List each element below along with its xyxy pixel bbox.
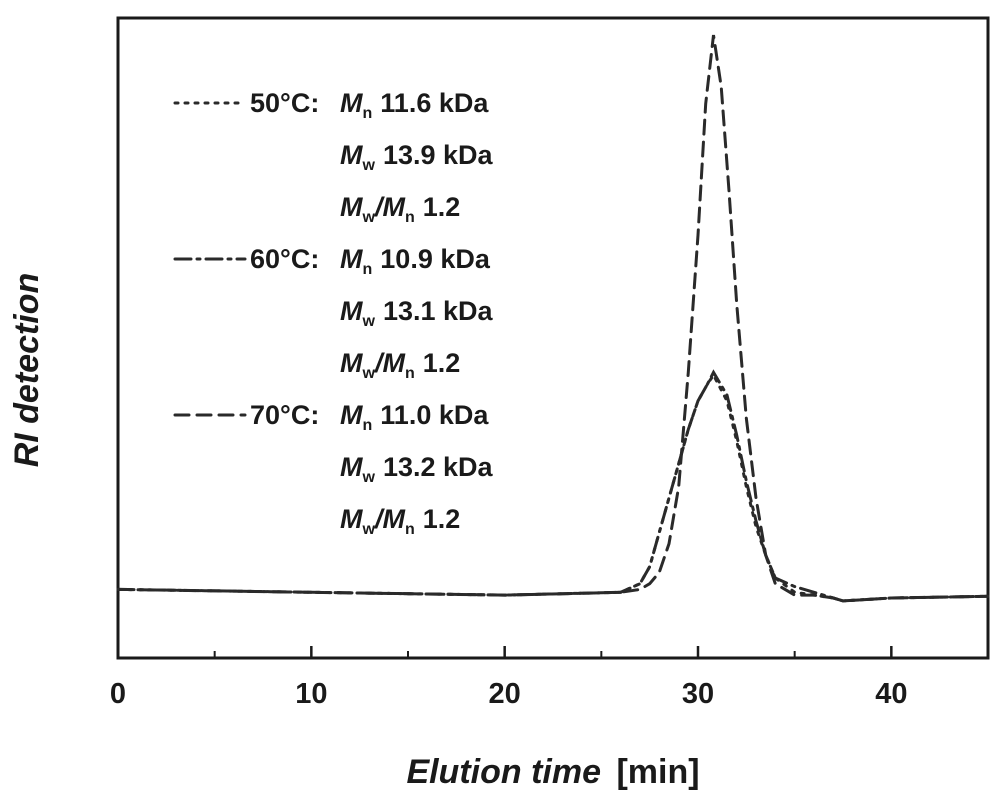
plot-frame	[116, 16, 990, 660]
x-tick-label: 20	[489, 678, 521, 710]
x-tick-label: 30	[682, 678, 714, 710]
x-tick-label: 0	[110, 678, 126, 710]
series-line-s50	[116, 372, 990, 603]
x-axis-ticks: 0 10 20 30 40	[110, 646, 907, 710]
legend-stat: Mw 13.1 kDa	[340, 296, 494, 330]
series-lines	[116, 34, 990, 603]
legend-label-s50: 50°C:	[250, 88, 319, 118]
legend-label-s60: 60°C:	[250, 244, 319, 274]
legend-label-s70: 70°C:	[250, 400, 319, 430]
legend-stat: Mn 10.9 kDa	[340, 244, 491, 278]
x-axis-label-name: Elution time	[406, 753, 601, 791]
legend-stat: Mw/Mn 1.2	[340, 504, 460, 538]
x-tick-label: 40	[875, 678, 907, 710]
legend-stat: Mn 11.6 kDa	[340, 88, 489, 122]
x-axis-label: Elution time [min]	[406, 753, 699, 791]
legend-stat: Mw 13.9 kDa	[340, 140, 494, 174]
legend-stat: Mw/Mn 1.2	[340, 192, 460, 226]
x-tick-label: 10	[295, 678, 327, 710]
y-axis-label: RI detection	[8, 273, 46, 468]
legend-stat: Mw 13.2 kDa	[340, 452, 494, 486]
legend: 50°C: Mn 11.6 kDa Mw 13.9 kDa Mw/Mn 1.2 60°C: Mn…	[173, 88, 494, 538]
legend-stat: Mn 11.0 kDa	[340, 400, 489, 434]
legend-stat: Mw/Mn 1.2	[340, 348, 460, 382]
series-line-s70	[116, 34, 990, 603]
x-axis-label-unit: [min]	[616, 753, 699, 791]
series-line-s60	[116, 369, 990, 603]
